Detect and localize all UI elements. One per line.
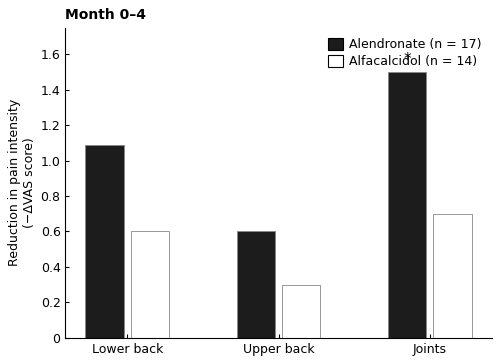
Bar	[282, 285, 321, 338]
Text: *: *	[404, 52, 411, 67]
Bar	[433, 214, 472, 338]
Bar	[388, 72, 426, 338]
Text: Month 0–4: Month 0–4	[66, 8, 146, 22]
Bar	[86, 145, 124, 338]
Bar	[130, 232, 169, 338]
Bar	[236, 232, 275, 338]
Legend: Alendronate (n = 17), Alfacalcidol (n = 14): Alendronate (n = 17), Alfacalcidol (n = …	[324, 34, 486, 72]
Y-axis label: Reduction in pain intensity
(−ΔVAS score): Reduction in pain intensity (−ΔVAS score…	[8, 99, 36, 266]
